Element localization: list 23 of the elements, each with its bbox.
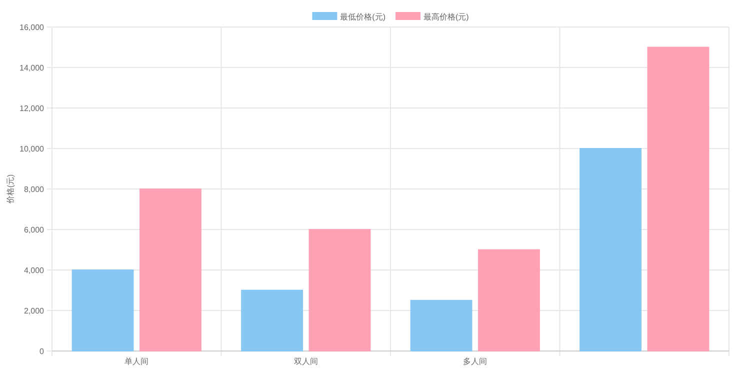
- y-axis-title: 价格(元): [6, 174, 15, 205]
- bar: [72, 270, 134, 352]
- bar: [580, 148, 642, 352]
- y-tick-label: 14,000: [20, 64, 45, 72]
- bar: [410, 300, 472, 352]
- x-tick-label: 单人间: [124, 357, 149, 366]
- y-tick-label: 0: [40, 347, 45, 356]
- legend-label: 最高价格(元): [424, 12, 470, 22]
- y-tick-label: 2,000: [24, 306, 45, 316]
- x-tick-label: 多人间: [463, 357, 488, 366]
- bar: [647, 46, 710, 352]
- y-tick-label: 6,000: [24, 226, 45, 234]
- y-tick-label: 8,000: [24, 185, 45, 194]
- legend-label: 最低价格(元): [340, 12, 386, 22]
- bar: [478, 249, 540, 352]
- bar: [241, 290, 303, 352]
- y-tick-label: 4,000: [24, 266, 45, 275]
- bar: [140, 188, 202, 352]
- y-tick-label: 10,000: [20, 144, 45, 154]
- y-tick-label: 16,000: [20, 23, 45, 32]
- x-tick-label: 双人间: [294, 357, 318, 366]
- y-tick-label: 12,000: [20, 104, 45, 113]
- bar: [308, 229, 371, 352]
